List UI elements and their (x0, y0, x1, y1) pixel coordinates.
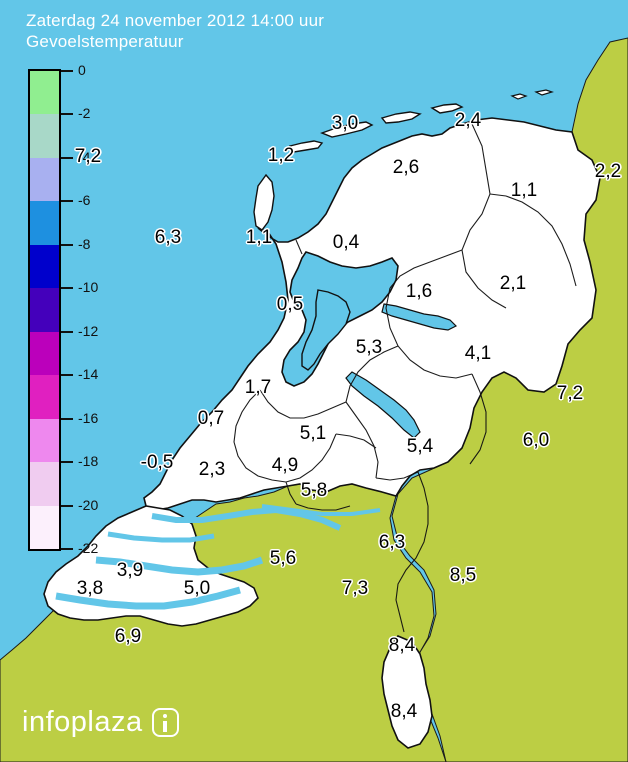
station-value-label: 1,1 (510, 180, 538, 201)
station-value-label: 8,4 (390, 701, 418, 722)
island-vlieland (288, 140, 324, 153)
limburg-tail (381, 635, 433, 749)
markermeer-water (301, 289, 351, 371)
station-value-label: 8,5 (449, 565, 477, 586)
station-value-label: 7,3 (341, 578, 369, 599)
waterway-grevelingen (107, 531, 215, 543)
station-value-label: 1,1 (245, 227, 273, 248)
legend-band-6 (30, 331, 59, 376)
station-value-label: 0,7 (197, 408, 225, 429)
island-rottumeroog (510, 93, 528, 100)
legend-band-9 (30, 462, 59, 506)
station-value-label: 3,8 (76, 578, 104, 599)
waterway-rhine-waal (261, 504, 381, 516)
island-schiermonnikoog (430, 103, 464, 114)
color-legend: 0 -2 -4 -6 -8 -10 -12 -14 -16 -18 -20 -22 (28, 62, 98, 556)
legend-band-5 (30, 288, 59, 332)
legend-band-10 (30, 505, 59, 549)
legend-tick-labels: 0 -2 -4 -6 -8 -10 -12 -14 -16 -18 -20 -22 (61, 62, 151, 556)
station-value-label: 2,1 (499, 273, 527, 294)
station-value-label: 5,3 (355, 337, 383, 358)
station-value-label: 7,2 (74, 146, 102, 167)
station-value-label: 6,0 (522, 430, 550, 451)
legend-color-bar (28, 69, 61, 551)
station-value-label: 5,4 (406, 436, 434, 457)
legend-band-1 (30, 114, 59, 158)
station-value-label: 8,4 (388, 635, 416, 656)
infoplaza-logo: infoplaza (22, 708, 179, 737)
legend-band-7 (30, 375, 59, 419)
station-value-label: 1,2 (267, 145, 295, 166)
waterway-oosterschelde (95, 556, 264, 576)
island-terschelling (320, 121, 374, 138)
station-value-label: 1,6 (405, 281, 433, 302)
legend-band-0 (30, 71, 59, 115)
station-value-label: 5,0 (183, 578, 211, 599)
station-value-label: 3,0 (331, 113, 359, 134)
legend-band-8 (30, 418, 59, 463)
island-texel (253, 173, 275, 231)
island-ameland (380, 111, 422, 124)
station-value-label: 0,5 (276, 294, 304, 315)
station-value-label: 0,4 (332, 232, 360, 253)
page-title: Zaterdag 24 november 2012 14:00 uur (26, 11, 325, 30)
station-value-label: -0,5 (140, 452, 174, 473)
legend-band-3 (30, 201, 59, 245)
station-value-label: 2,3 (198, 459, 226, 480)
station-value-label: 5,1 (299, 423, 327, 444)
station-value-label: 6,3 (378, 532, 406, 553)
info-mark-icon (151, 708, 179, 737)
randmeren-water (381, 303, 458, 331)
island-small-ne (534, 89, 554, 96)
station-value-label: 1,7 (244, 377, 272, 398)
station-value-label: 6,3 (154, 227, 182, 248)
waterway-westerschelde (55, 586, 241, 610)
station-value-label: 2,4 (454, 110, 482, 131)
netherlands-mainland (143, 117, 601, 511)
veluwerandmeer-water (345, 371, 421, 439)
station-value-label: 2,2 (594, 161, 622, 182)
logo-wordmark: infoplaza (22, 706, 143, 738)
station-value-label: 4,9 (271, 455, 299, 476)
station-value-label: 4,1 (464, 343, 492, 364)
map-title-block: Zaterdag 24 november 2012 14:00 uur Gevo… (26, 10, 324, 52)
station-value-label: 7,2 (556, 383, 584, 404)
legend-band-4 (30, 244, 59, 289)
page-subtitle: Gevoelstemperatuur (26, 32, 184, 51)
station-value-label: 6,9 (114, 626, 142, 647)
waterway-haringvliet (151, 506, 342, 531)
station-value-label: 5,8 (300, 480, 328, 501)
station-value-label: 3,9 (116, 560, 144, 581)
station-value-label: 5,6 (269, 548, 297, 569)
province-borders (233, 123, 577, 633)
station-value-label: 2,6 (392, 157, 420, 178)
legend-band-2 (30, 157, 59, 202)
